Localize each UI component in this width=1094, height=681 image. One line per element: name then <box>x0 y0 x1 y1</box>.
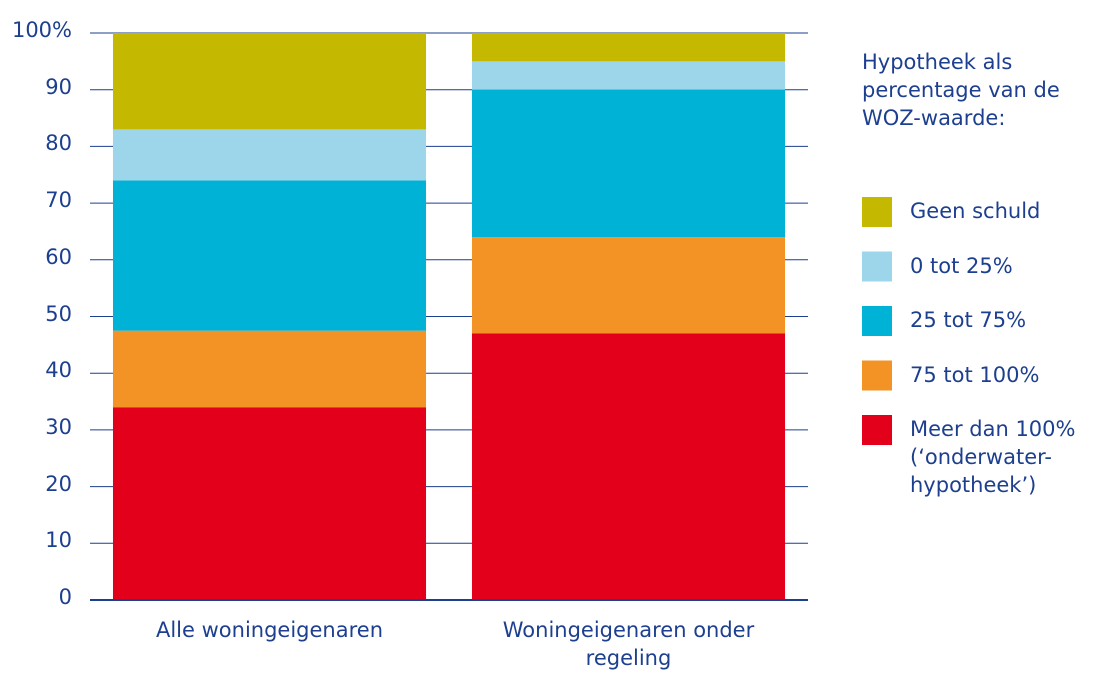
legend-swatch <box>862 415 892 445</box>
bar-segment <box>471 89 786 238</box>
legend-swatch <box>862 197 892 227</box>
y-tick-label: 90 <box>45 74 72 99</box>
y-tick-label: 40 <box>45 358 72 383</box>
legend-label: Geen schuld <box>910 199 1041 223</box>
bar-segment <box>112 129 427 181</box>
bar-segment <box>112 330 427 408</box>
bar-segment <box>112 407 427 600</box>
y-tick-label: 0 <box>58 585 72 609</box>
legend-swatch <box>862 360 892 391</box>
legend-label: Meer dan 100% (‘onderwater-hypotheek’) <box>910 417 1076 497</box>
legend-title: Hypotheek als percentage van de WOZ-waar… <box>862 50 1060 130</box>
bar-segment <box>471 33 786 62</box>
y-tick-label: 60 <box>45 244 72 269</box>
y-tick-label: 70 <box>45 188 72 213</box>
bar-segment <box>471 61 786 90</box>
x-tick-label: Woningeigenaren onder regeling <box>502 618 755 670</box>
legend-label: 75 tot 100% <box>910 362 1040 387</box>
legend-swatch <box>862 306 892 336</box>
legend-label: 0 tot 25% <box>910 253 1013 278</box>
x-tick-label: Alle woningeigenaren <box>155 618 384 642</box>
bar-segment <box>471 237 786 334</box>
legend-swatch <box>862 251 892 282</box>
bar-segment <box>112 180 427 331</box>
y-tick-label: 20 <box>45 471 72 496</box>
y-tick-label: 30 <box>45 414 72 439</box>
bar-segment <box>112 33 427 130</box>
bar-segment <box>471 333 786 600</box>
y-tick-label: 10 <box>45 528 72 553</box>
y-tick-label: 80 <box>45 131 72 156</box>
y-tick-label: 100% <box>11 18 72 42</box>
y-tick-label: 50 <box>45 301 72 326</box>
legend-label: 25 tot 75% <box>910 308 1027 332</box>
